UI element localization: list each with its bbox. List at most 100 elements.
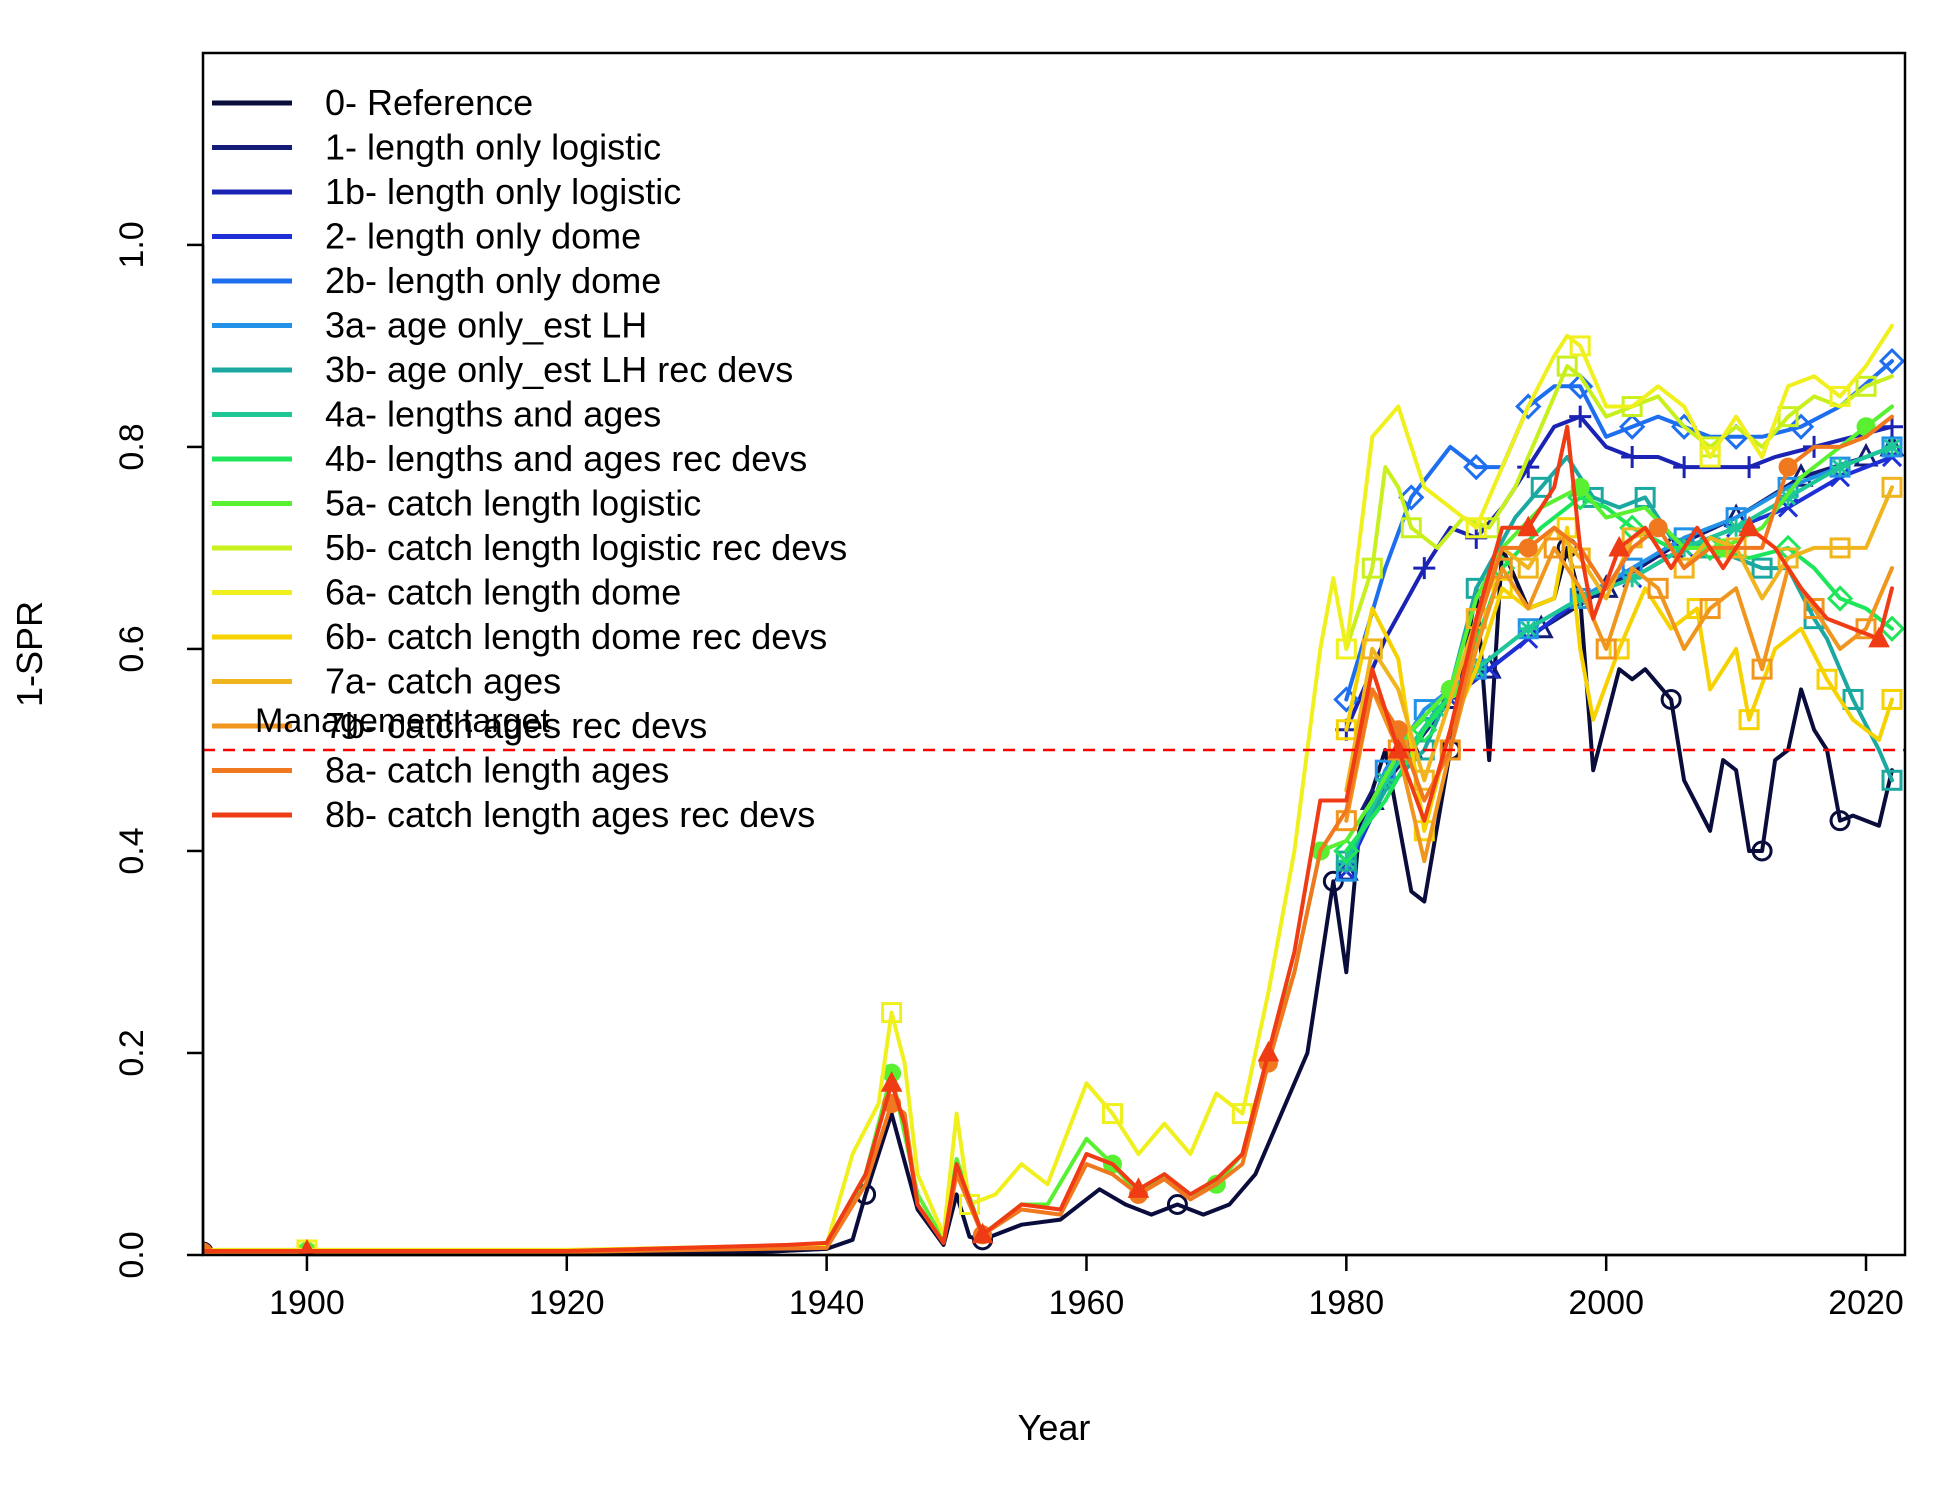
series-point — [1335, 638, 1357, 660]
series-point — [1883, 437, 1902, 456]
series-point — [1387, 737, 1410, 759]
legend-label: 8b- catch length ages rec devs — [325, 794, 815, 835]
series-point — [1829, 810, 1851, 832]
series-point — [971, 1222, 994, 1244]
series-point — [1751, 840, 1773, 862]
series-point — [1878, 347, 1905, 375]
series-point — [1779, 488, 1798, 507]
series-point — [1803, 598, 1825, 620]
series-16 — [203, 424, 1894, 1255]
series-point — [1608, 535, 1630, 557]
series-point — [1569, 335, 1591, 357]
series-point — [1335, 719, 1357, 741]
x-tick-label: 1960 — [1049, 1284, 1125, 1322]
series-point — [1257, 1040, 1280, 1062]
legend-label: 4a- lengths and ages — [325, 394, 661, 435]
legend-label: 6a- catch length dome — [325, 572, 681, 613]
legend-label: 1- length only logistic — [325, 127, 661, 168]
series-point — [1400, 517, 1422, 539]
series-point — [1826, 585, 1854, 612]
series-point — [1127, 1177, 1150, 1198]
x-tick-label: 2000 — [1568, 1284, 1644, 1322]
series-line — [203, 545, 1894, 1255]
x-tick-label: 1900 — [269, 1284, 345, 1322]
management-target-label: Management target — [255, 702, 550, 740]
legend-label: 5b- catch length logistic rec devs — [325, 527, 847, 568]
x-axis-title: Year — [1018, 1407, 1091, 1448]
legend-label: 5a- catch length logistic — [325, 483, 701, 524]
series-point — [1699, 446, 1721, 468]
series-point — [1621, 446, 1644, 469]
series-point — [1738, 515, 1760, 537]
series-point — [1868, 626, 1890, 648]
series-point — [880, 1071, 903, 1092]
series-point — [298, 1238, 316, 1255]
series-point — [1413, 557, 1436, 580]
series-point — [881, 1002, 903, 1024]
x-tick-label: 2020 — [1828, 1284, 1904, 1322]
legend-label: 7a- catch ages — [325, 661, 561, 702]
legend-label: 8a- catch length ages — [325, 750, 669, 791]
series-point — [1567, 373, 1594, 400]
series-point — [1673, 557, 1695, 579]
series-point — [1361, 557, 1383, 579]
y-tick-label: 0.6 — [113, 625, 151, 672]
series-line — [1344, 359, 1894, 702]
series-point — [1660, 688, 1682, 710]
series-point — [1751, 658, 1773, 680]
series-point — [1699, 598, 1721, 620]
series-point — [1491, 557, 1513, 579]
series-point — [1463, 454, 1490, 481]
x-tick-label: 1920 — [529, 1284, 605, 1322]
series-point — [1738, 456, 1761, 479]
series-point — [1878, 615, 1905, 642]
series-point — [1515, 393, 1542, 420]
series-point — [1829, 385, 1851, 407]
series-point — [1595, 638, 1617, 660]
series-point — [1831, 458, 1850, 477]
series-point — [1881, 476, 1903, 498]
y-tick-label: 1.0 — [113, 221, 151, 268]
y-tick-label: 0.0 — [113, 1231, 151, 1278]
series-point — [1673, 456, 1696, 479]
series-point — [1608, 638, 1630, 660]
series-point — [1727, 518, 1746, 537]
series-point — [1648, 518, 1668, 538]
series-point — [1647, 577, 1669, 599]
series-line — [1344, 364, 1894, 651]
x-axis: 1900 1920 1940 1960 1980 2000 2020 — [269, 1253, 1904, 1322]
series-point — [1530, 476, 1552, 498]
series-point — [1428, 700, 1447, 719]
series-point — [1571, 589, 1590, 608]
y-tick-label: 0.2 — [113, 1029, 151, 1076]
series-point — [1478, 517, 1500, 539]
series-line — [203, 424, 1894, 1253]
series-point — [1829, 537, 1851, 559]
series-point — [1361, 638, 1383, 660]
legend-label: 3a- age only_est LH — [325, 305, 647, 346]
x-tick-label: 1940 — [789, 1284, 865, 1322]
series-point — [1491, 577, 1513, 599]
y-tick-label: 0.4 — [113, 827, 151, 874]
legend-label: 2b- length only dome — [325, 260, 661, 301]
y-tick-label: 0.8 — [113, 423, 151, 470]
series-point — [1101, 1103, 1123, 1125]
series-layer — [203, 323, 1905, 1255]
x-tick-label: 1980 — [1309, 1284, 1385, 1322]
series-point — [1333, 837, 1360, 865]
series-point — [1881, 688, 1903, 710]
legend-label: 2- length only dome — [325, 216, 641, 257]
series-line — [1344, 414, 1894, 732]
legend-label: 0- Reference — [325, 82, 533, 123]
legend-label: 4b- lengths and ages rec devs — [325, 438, 807, 479]
series-point — [1166, 1193, 1188, 1215]
series-point — [1519, 619, 1538, 638]
series-point — [1543, 537, 1565, 559]
series-point — [1751, 557, 1773, 579]
legend-label: 3b- age only_est LH rec devs — [325, 349, 793, 390]
series-point — [1778, 457, 1798, 477]
series-point — [1398, 484, 1425, 511]
series-point — [1556, 355, 1578, 377]
series-point — [1816, 668, 1838, 690]
